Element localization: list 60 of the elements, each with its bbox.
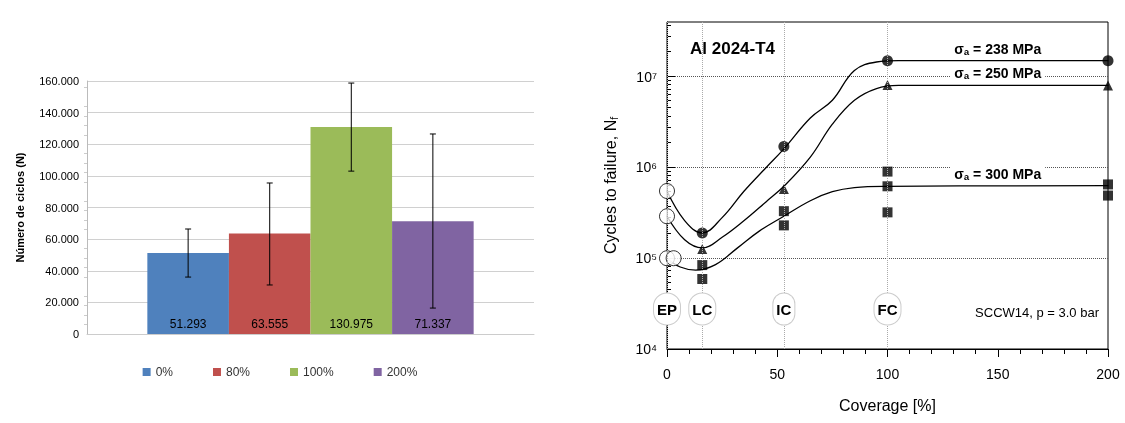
legend-label: 100% [302, 365, 335, 379]
y-tick-label: 0 [72, 328, 79, 340]
x-tick-label: 150 [986, 366, 1010, 382]
bar [310, 126, 393, 334]
ref-line-label: EP [656, 300, 678, 318]
bar [228, 233, 311, 334]
y-tick-label: 10⁵ [635, 250, 657, 267]
point [1103, 80, 1113, 91]
y-tick-label: 10⁷ [636, 68, 657, 85]
y-tick-label: 10⁴ [635, 341, 657, 357]
y-tick-label: 10⁶ [635, 159, 657, 176]
point [659, 208, 675, 225]
point [882, 181, 893, 192]
point [659, 183, 675, 199]
y-tick-label: 160.000 [39, 75, 79, 87]
x-tick-label: 100 [875, 366, 900, 382]
point [697, 260, 708, 271]
y-tick-label: 80.000 [45, 201, 79, 214]
y-tick-label: 100.000 [39, 169, 79, 182]
point [1103, 190, 1113, 201]
annotation: SCCW14, p = 3.0 bar [975, 305, 1100, 320]
ref-line-label: LC [692, 300, 713, 318]
legend-label: 0% [155, 365, 174, 379]
text: Al 2024-T4 [690, 39, 776, 58]
y-tick-label: 140.000 [39, 106, 79, 119]
x-tick-label: 200 [1096, 366, 1120, 382]
point [696, 227, 708, 239]
series-label: σₐ = 250 MPa [954, 65, 1042, 82]
series-label: σₐ = 238 MPa [954, 40, 1042, 57]
bar [392, 221, 474, 334]
point [665, 250, 682, 267]
point [778, 183, 789, 194]
point [1102, 55, 1114, 67]
series-label: σₐ = 300 MPa [954, 165, 1042, 182]
ref-line-label: IC [776, 300, 792, 318]
y-tick-label: 40.000 [45, 264, 79, 277]
x-tick-label: 0 [663, 366, 672, 382]
y-axis-title: Número de ciclos (N) [13, 152, 26, 263]
data-label: 71.337 [414, 317, 452, 331]
y-axis-title: Cycles to failure, Nf [602, 116, 620, 255]
point [882, 55, 893, 67]
point [882, 166, 893, 177]
y-tick-label: 60.000 [45, 233, 79, 246]
x-tick-label: 50 [769, 366, 786, 382]
y-tick-label: 120.000 [39, 138, 79, 151]
bar [147, 252, 229, 334]
point [778, 141, 790, 153]
legend-label: 80% [225, 365, 251, 379]
data-label: 51.293 [169, 317, 207, 331]
legend-label: 200% [386, 365, 418, 379]
ref-line-label: FC [877, 300, 898, 318]
point [697, 274, 708, 285]
point [778, 220, 789, 231]
y-tick-label: 20.000 [45, 296, 79, 309]
data-label: 63.555 [251, 317, 289, 331]
point [778, 206, 789, 217]
data-label: 130.975 [329, 317, 374, 331]
point [1103, 179, 1113, 190]
x-axis-title: Coverage [%] [839, 396, 936, 414]
point [882, 207, 893, 218]
